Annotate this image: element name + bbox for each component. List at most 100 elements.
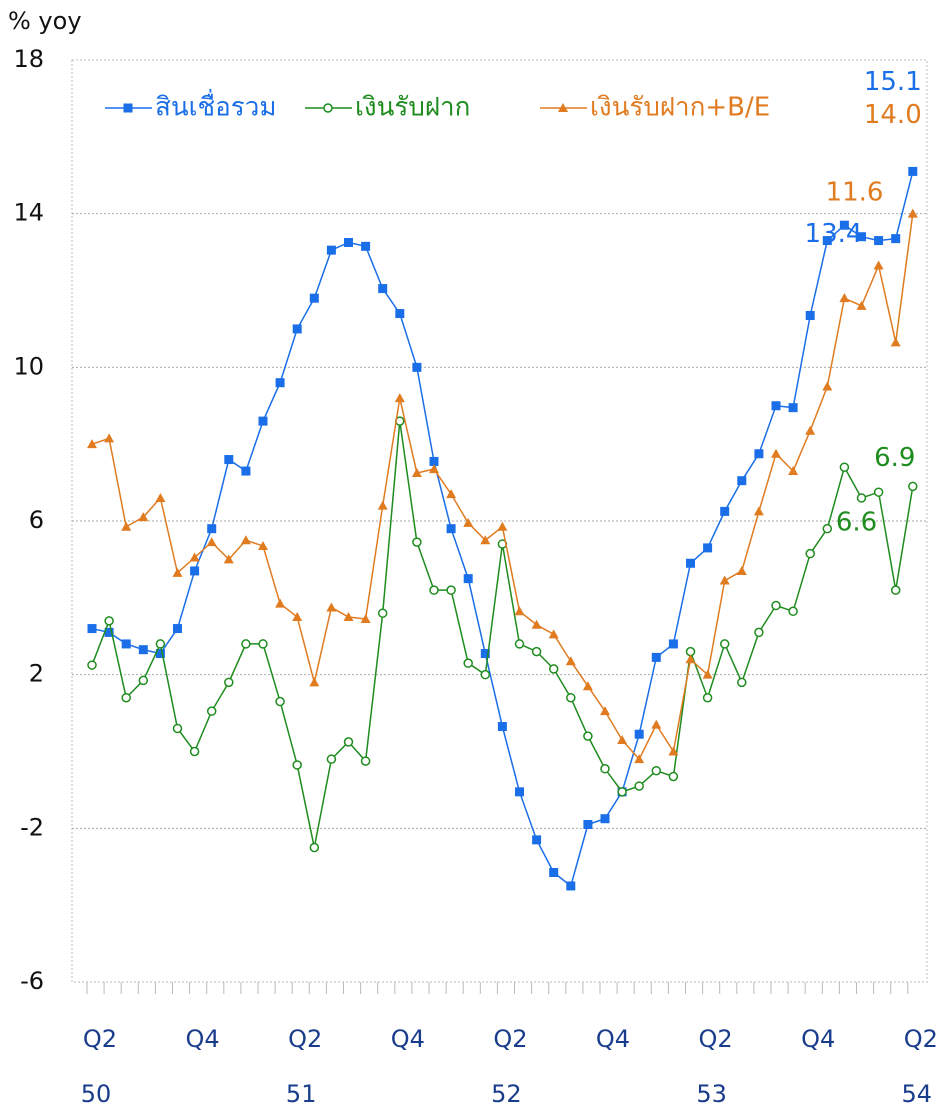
point	[771, 448, 781, 458]
point	[822, 523, 833, 534]
x-tick-label: Q2	[904, 1025, 938, 1053]
point	[378, 284, 388, 294]
point	[326, 245, 336, 255]
point	[497, 722, 507, 732]
point	[651, 652, 661, 662]
point	[326, 602, 337, 612]
point	[702, 669, 713, 679]
legend-label: สินเชื่อรวม	[155, 89, 277, 123]
point	[275, 696, 285, 707]
point	[223, 554, 234, 564]
point	[155, 639, 166, 649]
x-tick-label: Q4	[391, 1025, 425, 1053]
point	[429, 585, 439, 595]
x-tick-label: Q2	[288, 1025, 322, 1053]
point	[446, 524, 456, 534]
point	[87, 624, 97, 634]
point	[241, 639, 251, 649]
point	[429, 456, 439, 466]
point	[805, 548, 815, 559]
point	[138, 512, 149, 522]
point	[241, 466, 251, 476]
point	[172, 723, 183, 734]
point	[190, 566, 200, 576]
point	[206, 706, 217, 716]
point	[155, 492, 166, 502]
point	[720, 506, 730, 516]
data-label: 6.6	[836, 507, 877, 537]
point	[343, 737, 354, 747]
point	[891, 234, 901, 244]
point	[788, 403, 798, 413]
data-label: 13.4	[805, 219, 863, 249]
point	[514, 639, 525, 649]
point	[668, 771, 679, 782]
point	[531, 646, 542, 657]
point	[429, 464, 439, 474]
y-tick-label: -2	[20, 813, 44, 841]
point	[344, 237, 353, 247]
point	[719, 639, 730, 649]
y-tick-label: 2	[29, 660, 44, 688]
point	[377, 608, 388, 618]
point	[463, 574, 473, 584]
x-group-label: 52	[491, 1080, 522, 1108]
y-tick-label: 6	[29, 506, 44, 534]
point	[634, 781, 644, 791]
data-label: 11.6	[826, 177, 884, 207]
point	[873, 260, 884, 270]
point	[907, 208, 918, 218]
point	[566, 881, 576, 891]
point	[275, 378, 285, 388]
point	[121, 639, 131, 649]
point	[668, 746, 679, 756]
point	[87, 439, 97, 449]
legend-marker	[123, 103, 133, 113]
point	[788, 466, 799, 476]
point	[532, 835, 542, 845]
point	[155, 649, 165, 659]
data-label: 15.1	[864, 67, 922, 97]
point	[258, 416, 268, 426]
point	[240, 535, 251, 545]
point	[822, 381, 833, 391]
point	[634, 729, 644, 739]
legend-marker	[558, 103, 568, 112]
point	[719, 575, 730, 585]
point	[839, 293, 850, 303]
point	[822, 236, 832, 246]
point	[104, 433, 115, 443]
x-tick-label: Q4	[801, 1025, 835, 1053]
point	[651, 765, 662, 776]
point	[463, 517, 474, 527]
point	[582, 681, 593, 691]
legend-marker	[323, 103, 333, 113]
point	[890, 337, 901, 347]
y-tick-label: -6	[20, 967, 44, 995]
point	[737, 476, 747, 486]
point	[189, 552, 200, 562]
point	[737, 677, 747, 688]
point	[805, 425, 816, 435]
series-line	[91, 213, 914, 761]
y-tick-label: 14	[13, 199, 44, 227]
point	[531, 619, 542, 629]
point	[908, 481, 918, 492]
point	[446, 585, 456, 595]
legend-label: เงินรับฝาก+B/E	[590, 93, 770, 123]
point	[206, 537, 217, 547]
point	[275, 598, 286, 608]
point	[788, 606, 798, 617]
point	[515, 787, 524, 797]
point	[395, 309, 405, 319]
point	[446, 489, 457, 499]
point	[548, 664, 559, 674]
point	[668, 639, 678, 649]
point	[138, 675, 149, 686]
point	[104, 616, 114, 626]
x-group-label: 53	[696, 1080, 727, 1108]
point	[258, 639, 268, 649]
point	[326, 754, 337, 764]
point	[600, 764, 610, 774]
point	[361, 241, 371, 251]
